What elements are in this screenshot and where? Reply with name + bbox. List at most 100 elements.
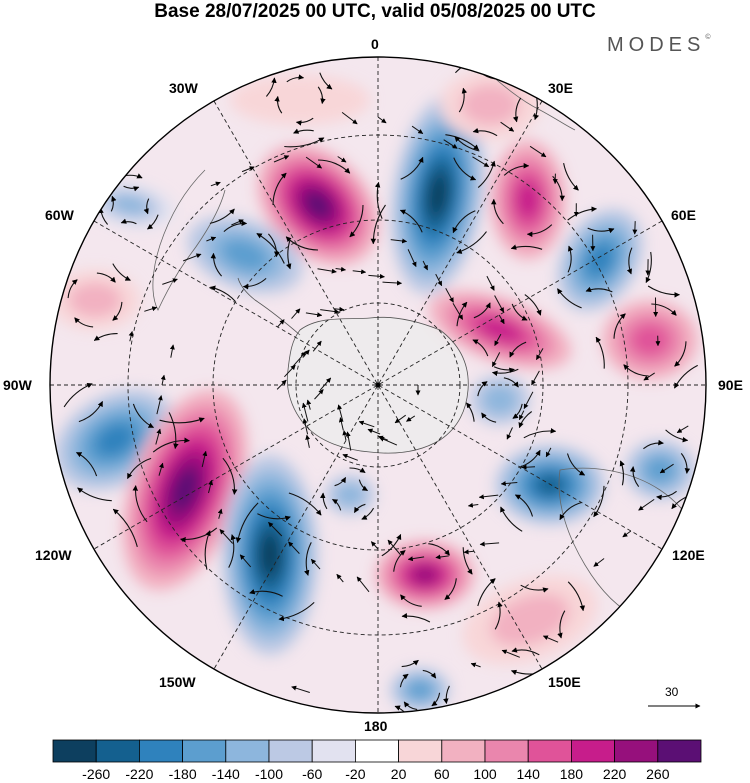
label-60e: 60E bbox=[671, 207, 696, 223]
wind-arrow bbox=[503, 162, 530, 176]
colorbar-swatch bbox=[614, 739, 659, 763]
wind-arrow bbox=[456, 231, 487, 254]
wind-arrow bbox=[160, 374, 166, 386]
colorbar-swatch bbox=[441, 739, 486, 763]
wind-arrow bbox=[152, 437, 190, 453]
wind-arrow bbox=[443, 685, 450, 705]
wind-arrow bbox=[390, 238, 408, 244]
wind-arrow bbox=[228, 534, 236, 568]
wind-arrow bbox=[209, 208, 235, 224]
wind-arrow bbox=[545, 447, 552, 458]
wind-arrow bbox=[338, 417, 344, 431]
wind-arrow bbox=[526, 224, 553, 238]
wind-arrow bbox=[286, 240, 292, 270]
wind-vectors bbox=[54, 57, 698, 713]
wind-arrow bbox=[651, 303, 677, 316]
wind-arrow bbox=[478, 494, 499, 500]
wind-arrow bbox=[370, 541, 379, 550]
copyright-mark: © bbox=[705, 34, 711, 41]
wind-arrow bbox=[401, 659, 419, 668]
colorbar-swatch bbox=[225, 739, 270, 763]
wind-arrow bbox=[518, 410, 525, 421]
anomaly-contour bbox=[482, 385, 518, 415]
wind-arrow bbox=[310, 558, 321, 570]
antarctic-peninsula bbox=[237, 277, 301, 336]
wind-arrow bbox=[222, 457, 238, 495]
map-title: Base 28/07/2025 00 UTC, valid 05/08/2025… bbox=[154, 1, 596, 22]
wind-arrow bbox=[500, 506, 523, 532]
wind-arrow bbox=[472, 127, 498, 137]
wind-arrow bbox=[345, 431, 352, 451]
wind-arrow bbox=[112, 263, 131, 281]
colorbar-swatch bbox=[52, 739, 97, 763]
wind-arrow bbox=[267, 233, 280, 258]
wind-arrow bbox=[288, 541, 300, 554]
wind-arrow bbox=[458, 87, 468, 113]
anomaly-contour bbox=[68, 282, 122, 318]
wind-arrow bbox=[512, 97, 522, 123]
wind-arrow bbox=[435, 273, 443, 287]
wind-arrow bbox=[284, 137, 325, 148]
wind-arrow bbox=[132, 403, 154, 428]
wind-arrow bbox=[518, 449, 541, 469]
anomaly-contour bbox=[490, 594, 570, 646]
wind-arrow bbox=[509, 341, 527, 358]
label-60w: 60W bbox=[45, 207, 74, 223]
label-120w: 120W bbox=[35, 547, 72, 563]
wind-arrow bbox=[285, 236, 319, 251]
wind-arrow bbox=[542, 635, 559, 643]
wind-arrow bbox=[370, 204, 386, 245]
wind-arrow bbox=[332, 498, 342, 511]
wind-arrow bbox=[77, 487, 112, 502]
colorbar-tick-label: 180 bbox=[559, 766, 584, 782]
wind-arrow bbox=[210, 181, 221, 187]
wind-arrow bbox=[128, 331, 134, 342]
map-disc bbox=[50, 57, 706, 713]
wind-arrow bbox=[319, 377, 332, 391]
colorbar-tick-label: 260 bbox=[646, 766, 670, 782]
wind-arrow bbox=[353, 503, 366, 513]
wind-arrow bbox=[477, 160, 496, 189]
wind-arrow bbox=[378, 435, 388, 441]
meridian-30w-150e bbox=[213, 100, 543, 670]
wind-arrow bbox=[407, 556, 425, 562]
wind-arrow bbox=[394, 705, 410, 713]
colorbar-tick-label: -20 bbox=[345, 766, 366, 782]
wind-arrow bbox=[552, 175, 566, 202]
wind-arrow bbox=[317, 86, 326, 105]
anomaly-contour bbox=[335, 483, 365, 507]
wind-arrow bbox=[524, 294, 542, 316]
wind-arrow bbox=[239, 554, 252, 568]
wind-arrow bbox=[435, 554, 449, 560]
wind-arrow bbox=[291, 308, 301, 319]
wind-arrow bbox=[147, 214, 159, 230]
meridian-60e-120w bbox=[93, 220, 663, 550]
wind-arrow bbox=[295, 117, 314, 126]
wind-arrow bbox=[242, 277, 267, 290]
wind-arrow bbox=[387, 539, 401, 555]
wind-arrow bbox=[301, 402, 309, 422]
wind-arrow bbox=[444, 578, 457, 600]
wind-arrow bbox=[162, 278, 178, 285]
wind-arrow bbox=[407, 249, 417, 268]
wind-arrow bbox=[393, 550, 406, 572]
colorbar-tick-label: 20 bbox=[390, 766, 407, 782]
wind-arrow bbox=[619, 460, 625, 486]
colorbar-tick-label: -220 bbox=[125, 766, 154, 782]
wind-arrow bbox=[452, 210, 476, 234]
wind-arrow bbox=[132, 485, 148, 523]
wind-arrow bbox=[567, 581, 586, 612]
wind-arrow bbox=[208, 479, 214, 494]
wind-arrow bbox=[256, 233, 285, 264]
colorbar-swatch bbox=[268, 739, 313, 763]
wind-arrow bbox=[54, 278, 64, 304]
wind-arrow bbox=[305, 312, 323, 318]
wind-arrow bbox=[374, 181, 383, 219]
wind-arrow bbox=[342, 453, 358, 461]
wind-arrow bbox=[319, 72, 333, 90]
wind-arrow bbox=[463, 549, 475, 555]
label-90w: 90W bbox=[3, 377, 32, 393]
wind-arrow bbox=[394, 414, 406, 424]
wind-arrow bbox=[235, 502, 259, 544]
anomaly-contour bbox=[586, 243, 614, 277]
